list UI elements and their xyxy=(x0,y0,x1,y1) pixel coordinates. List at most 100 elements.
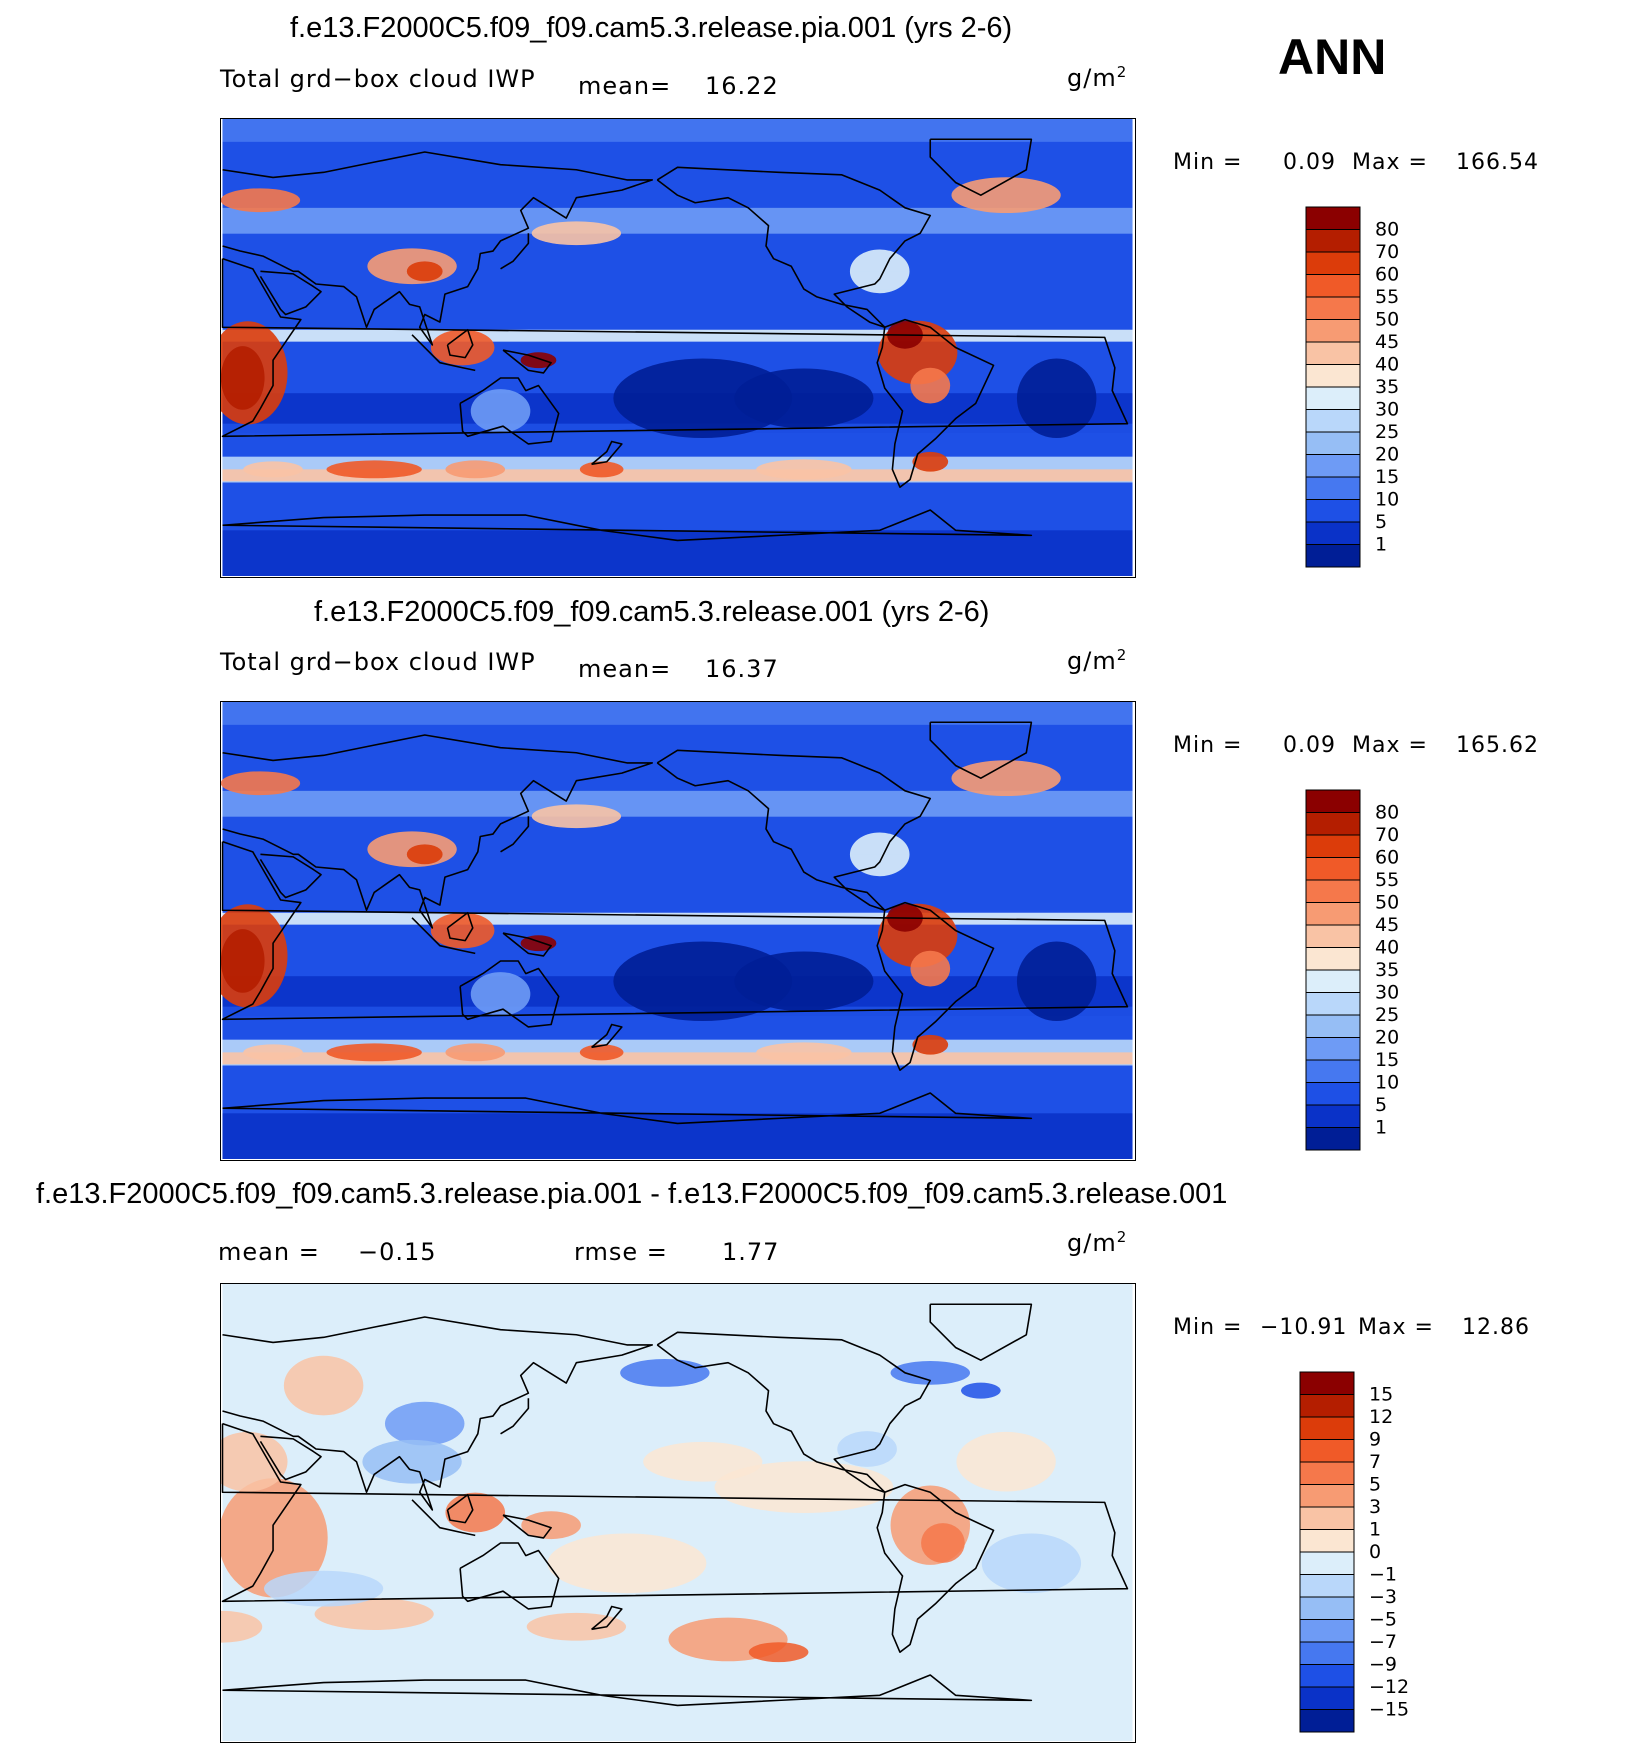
colorbar-swatch-0 xyxy=(1305,789,1361,813)
panel-3-mean-label: mean = xyxy=(218,1238,320,1266)
colorbar-level-14: 1 xyxy=(1375,1117,1387,1139)
colorbar-swatch-12 xyxy=(1305,1059,1361,1083)
panel-2-variable: Total grd−box cloud IWP xyxy=(220,648,536,676)
colorbar-swatch-2 xyxy=(1299,1416,1355,1440)
colorbar-level-13: −12 xyxy=(1369,1676,1409,1698)
colorbar-swatch-6 xyxy=(1299,1506,1355,1530)
panel-1-units: g/m2 xyxy=(1067,63,1128,92)
panel-3-min-label: Min = xyxy=(1173,1315,1243,1340)
panel-2-colorbar: 80 70 60 55 50 45 40 35 30 25 20 15 10 5 1 xyxy=(1305,789,1455,1158)
panel-1-title: f.e13.F2000C5.f09_f09.cam5.3.release.pia… xyxy=(290,12,1013,44)
colorbar-level-1: 12 xyxy=(1369,1406,1393,1428)
colorbar-swatch-2 xyxy=(1305,834,1361,858)
colorbar-swatch-14 xyxy=(1299,1686,1355,1710)
panel-3-colorbar: 15 12 9 7 5 3 1 0 −1 −3 −5 −7 −9 −12 −15 xyxy=(1299,1371,1449,1740)
colorbar-swatch-1 xyxy=(1305,229,1361,253)
colorbar-level-14: −15 xyxy=(1369,1699,1409,1721)
colorbar-swatch-12 xyxy=(1299,1641,1355,1665)
panel-2-min-value: 0.09 xyxy=(1283,733,1336,758)
panel-1-variable: Total grd−box cloud IWP xyxy=(220,65,536,93)
colorbar-swatch-14 xyxy=(1305,1104,1361,1128)
panel-1-colorbar: 80 70 60 55 50 45 40 35 30 25 20 15 10 5 1 xyxy=(1305,206,1455,575)
colorbar-swatch-4 xyxy=(1305,879,1361,903)
colorbar-swatch-15 xyxy=(1305,1127,1361,1151)
panel-3-min-value: −10.91 xyxy=(1260,1315,1348,1340)
panel-1-min-label: Min = xyxy=(1173,150,1243,175)
colorbar-swatch-15 xyxy=(1299,1709,1355,1733)
colorbar-level-1: 70 xyxy=(1375,241,1399,263)
colorbar-level-11: 15 xyxy=(1375,466,1399,488)
colorbar-swatch-1 xyxy=(1299,1394,1355,1418)
panel-1-map xyxy=(220,118,1136,578)
colorbar-swatch-0 xyxy=(1305,206,1361,230)
colorbar-level-4: 5 xyxy=(1369,1474,1381,1496)
colorbar-level-4: 50 xyxy=(1375,892,1399,914)
panel-2-max-value: 165.62 xyxy=(1456,733,1539,758)
colorbar-swatch-5 xyxy=(1305,902,1361,926)
colorbar-level-14: 1 xyxy=(1375,534,1387,556)
colorbar-level-7: 0 xyxy=(1369,1541,1381,1563)
colorbar-swatch-9 xyxy=(1299,1574,1355,1598)
colorbar-swatch-3 xyxy=(1305,274,1361,298)
colorbar-swatch-3 xyxy=(1299,1439,1355,1463)
colorbar-level-3: 7 xyxy=(1369,1451,1381,1473)
colorbar-level-6: 40 xyxy=(1375,354,1399,376)
colorbar-level-9: 25 xyxy=(1375,1004,1399,1026)
colorbar-level-3: 55 xyxy=(1375,869,1399,891)
colorbar-swatch-1 xyxy=(1305,812,1361,836)
colorbar-level-12: −9 xyxy=(1369,1654,1397,1676)
panel-3-map xyxy=(220,1283,1136,1743)
panel-3-max-label: Max = xyxy=(1358,1315,1434,1340)
panel-3-units: g/m2 xyxy=(1067,1228,1128,1257)
panel-3-title: f.e13.F2000C5.f09_f09.cam5.3.release.pia… xyxy=(36,1178,1228,1210)
panel-3-rmse-value: 1.77 xyxy=(722,1238,780,1266)
colorbar-swatch-15 xyxy=(1305,544,1361,568)
colorbar-level-3: 55 xyxy=(1375,286,1399,308)
season-label: ANN xyxy=(1278,29,1387,85)
panel-3-max-value: 12.86 xyxy=(1462,1315,1530,1340)
colorbar-swatch-2 xyxy=(1305,251,1361,275)
colorbar-swatch-0 xyxy=(1299,1371,1355,1395)
colorbar-swatch-8 xyxy=(1299,1551,1355,1575)
colorbar-swatch-13 xyxy=(1305,1082,1361,1106)
colorbar-swatch-10 xyxy=(1299,1596,1355,1620)
colorbar-swatch-11 xyxy=(1299,1619,1355,1643)
colorbar-swatch-7 xyxy=(1305,364,1361,388)
colorbar-level-6: 1 xyxy=(1369,1519,1381,1541)
colorbar-level-8: 30 xyxy=(1375,982,1399,1004)
colorbar-swatch-13 xyxy=(1299,1664,1355,1688)
colorbar-swatch-10 xyxy=(1305,431,1361,455)
colorbar-swatch-6 xyxy=(1305,341,1361,365)
colorbar-level-1: 70 xyxy=(1375,824,1399,846)
panel-3-mean-value: −0.15 xyxy=(358,1238,437,1266)
panel-2-mean-label: mean= xyxy=(578,655,672,683)
colorbar-level-2: 60 xyxy=(1375,264,1399,286)
panel-3-field xyxy=(221,1284,1133,1741)
colorbar-level-6: 40 xyxy=(1375,937,1399,959)
panel-1-min-value: 0.09 xyxy=(1283,150,1336,175)
colorbar-level-10: 20 xyxy=(1375,444,1399,466)
panel-1-max-label: Max = xyxy=(1352,150,1428,175)
colorbar-swatch-9 xyxy=(1305,409,1361,433)
colorbar-level-13: 5 xyxy=(1375,1094,1387,1116)
colorbar-swatch-8 xyxy=(1305,969,1361,993)
panel-1-field xyxy=(221,119,1133,576)
colorbar-swatch-11 xyxy=(1305,454,1361,478)
colorbar-level-7: 35 xyxy=(1375,376,1399,398)
colorbar-swatch-4 xyxy=(1305,296,1361,320)
panel-3-rmse-label: rmse = xyxy=(574,1238,668,1266)
colorbar-level-5: 45 xyxy=(1375,914,1399,936)
colorbar-swatch-9 xyxy=(1305,992,1361,1016)
colorbar-level-0: 80 xyxy=(1375,802,1399,824)
colorbar-level-9: 25 xyxy=(1375,421,1399,443)
panel-2-map xyxy=(220,701,1136,1161)
colorbar-level-8: −1 xyxy=(1369,1564,1397,1586)
colorbar-level-2: 9 xyxy=(1369,1429,1381,1451)
colorbar-swatch-7 xyxy=(1305,947,1361,971)
colorbar-swatch-13 xyxy=(1305,499,1361,523)
colorbar-level-4: 50 xyxy=(1375,309,1399,331)
panel-2-min-label: Min = xyxy=(1173,733,1243,758)
panel-2-units: g/m2 xyxy=(1067,646,1128,675)
colorbar-swatch-5 xyxy=(1299,1484,1355,1508)
